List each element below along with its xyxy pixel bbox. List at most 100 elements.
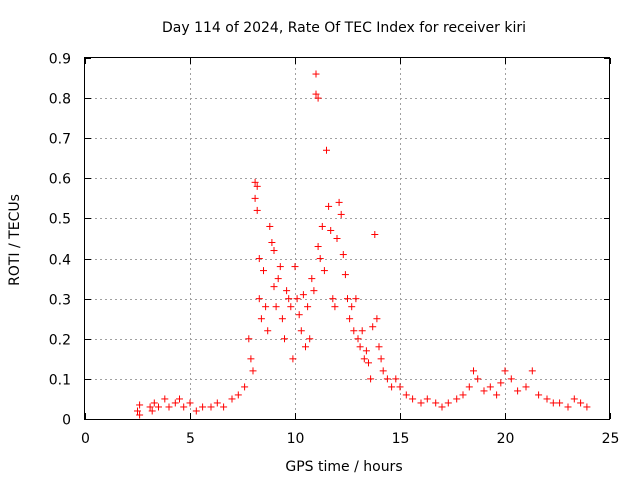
data-point (192, 407, 200, 415)
data-point (432, 399, 440, 407)
data-point (314, 94, 322, 102)
data-point (339, 251, 347, 259)
data-point (379, 367, 387, 375)
y-tick-label: 0.1 (49, 373, 71, 389)
y-tick-label: 0.4 (49, 253, 71, 269)
plot-frame (84, 57, 610, 420)
data-point (335, 198, 343, 206)
data-point (306, 335, 314, 343)
data-point (409, 395, 417, 403)
data-point (299, 291, 307, 299)
data-point (316, 255, 324, 263)
data-point (220, 403, 228, 411)
data-point (522, 383, 530, 391)
data-point (373, 315, 381, 323)
data-point (253, 206, 261, 214)
x-tick-label: 0 (81, 431, 90, 447)
y-tick-label: 0.9 (49, 52, 71, 68)
x-tick-label: 10 (287, 431, 305, 447)
data-point (377, 355, 385, 363)
data-point (314, 243, 322, 251)
data-point (375, 343, 383, 351)
data-point (155, 403, 162, 411)
data-point (325, 202, 333, 210)
data-point (564, 403, 572, 411)
ticks (85, 58, 611, 420)
data-point (365, 359, 372, 367)
data-point (176, 395, 183, 403)
data-point (497, 379, 505, 387)
data-point (207, 403, 215, 411)
data-point (501, 367, 509, 375)
data-point (251, 194, 259, 202)
data-point (360, 355, 368, 363)
data-point (583, 403, 591, 411)
data-point (392, 375, 400, 383)
data-point (136, 401, 144, 409)
data-point (264, 327, 272, 335)
data-point (318, 222, 326, 230)
data-point (459, 391, 467, 399)
data-point (556, 399, 564, 407)
data-point (383, 375, 391, 383)
data-point (302, 343, 309, 351)
data-point (474, 375, 482, 383)
data-point (150, 399, 158, 407)
data-point (287, 303, 295, 311)
x-tick-label: 15 (392, 431, 410, 447)
data-point (247, 355, 255, 363)
x-tick-label: 20 (497, 431, 515, 447)
data-point (255, 255, 263, 263)
data-point (438, 403, 446, 411)
data-point (367, 375, 375, 383)
data-point (320, 267, 328, 275)
data-point (465, 383, 473, 391)
data-point (570, 395, 578, 403)
data-point (255, 295, 263, 303)
data-point (289, 355, 297, 363)
data-point (444, 399, 452, 407)
data-point (543, 395, 551, 403)
data-point (535, 391, 543, 399)
data-point (283, 287, 291, 295)
data-point (304, 303, 312, 311)
y-tick-label: 0 (62, 413, 71, 429)
data-point (251, 178, 259, 186)
y-tick-label: 0.6 (49, 172, 71, 188)
data-point (278, 315, 286, 323)
data-point (333, 235, 341, 242)
data-point (348, 303, 356, 311)
data-point (350, 327, 358, 335)
x-tick-label: 25 (602, 431, 620, 447)
data-point (323, 146, 330, 154)
data-point (312, 90, 320, 98)
data-point (281, 335, 288, 343)
chart-title: Day 114 of 2024, Rate Of TEC Index for r… (162, 20, 526, 36)
data-point (266, 222, 274, 230)
data-point (362, 347, 370, 355)
data-point (245, 335, 253, 343)
data-point (341, 271, 349, 279)
data-point (354, 335, 362, 343)
data-point (346, 315, 354, 323)
data-point (470, 367, 477, 375)
data-point (148, 407, 156, 415)
y-tick-label: 0.2 (49, 333, 71, 349)
y-tick-label: 0.3 (49, 293, 71, 309)
data-point (577, 399, 585, 407)
y-axis-label: ROTI / TECUs (7, 194, 23, 286)
data-point (161, 395, 169, 403)
y-tick-label: 0.8 (49, 92, 71, 108)
data-point (291, 263, 299, 271)
data-point (396, 383, 404, 391)
data-point (528, 367, 536, 375)
data-point (331, 303, 339, 311)
data-point (241, 383, 249, 391)
data-point (262, 303, 270, 311)
data-point (417, 399, 425, 407)
data-point (369, 323, 377, 331)
data-point (270, 247, 278, 255)
data-point (356, 343, 364, 351)
